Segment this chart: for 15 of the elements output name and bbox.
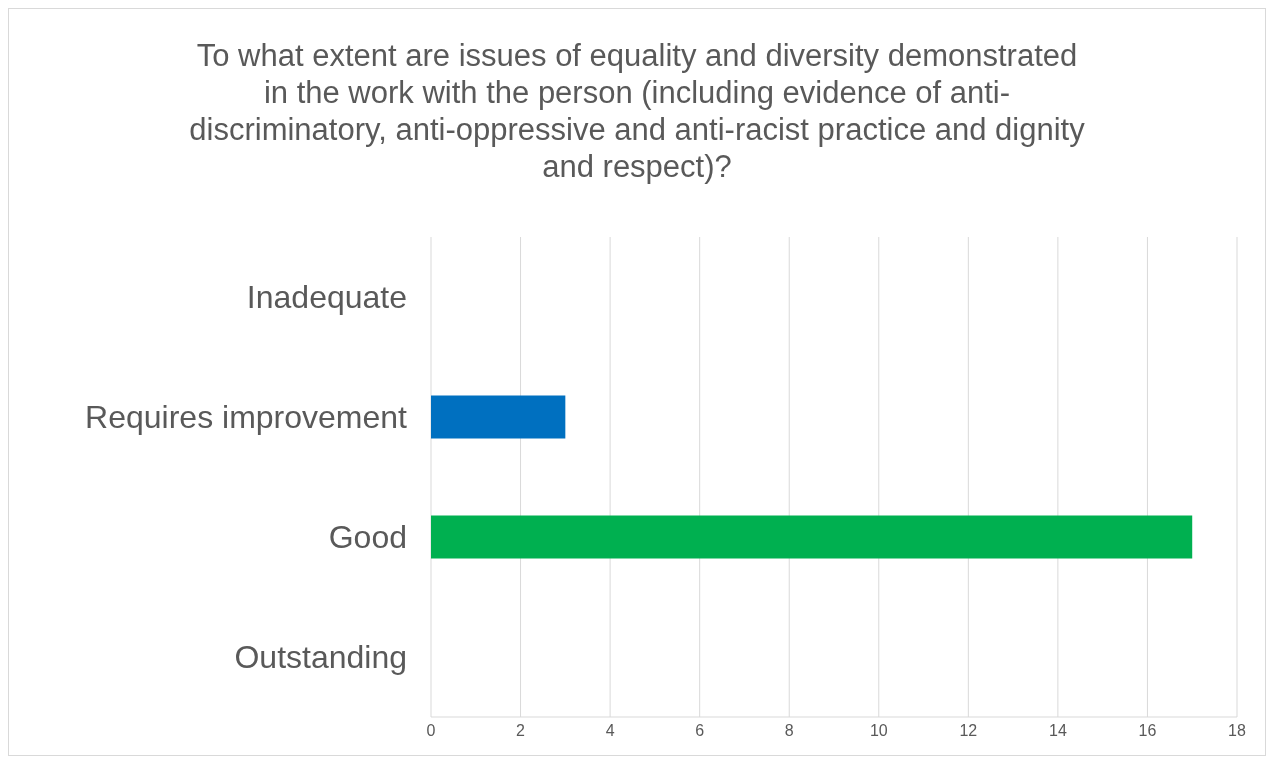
x-tick-label: 14	[1048, 722, 1067, 740]
x-tick-label: 12	[959, 722, 978, 740]
x-tick-label: 6	[695, 722, 705, 740]
y-tick-label: Inadequate	[246, 279, 407, 316]
chart-title: To what extent are issues of equality and diversity demonstrated in the work with the person (including evidence of anti-discriminatory, anti-oppressive and anti-racist practice and dignity and respect)?	[188, 37, 1086, 185]
y-tick-label: Requires improvement	[85, 399, 408, 436]
x-tick-label: 2	[516, 722, 526, 740]
y-tick-label: Good	[328, 519, 407, 556]
x-tick-label: 4	[605, 722, 615, 740]
x-tick-label: 10	[869, 722, 888, 740]
x-tick-label: 18	[1228, 722, 1246, 740]
x-tick-label: 16	[1138, 722, 1157, 740]
x-tick-label: 0	[426, 722, 436, 740]
x-tick-label: 8	[784, 722, 794, 740]
y-tick-label: Outstanding	[234, 639, 407, 676]
